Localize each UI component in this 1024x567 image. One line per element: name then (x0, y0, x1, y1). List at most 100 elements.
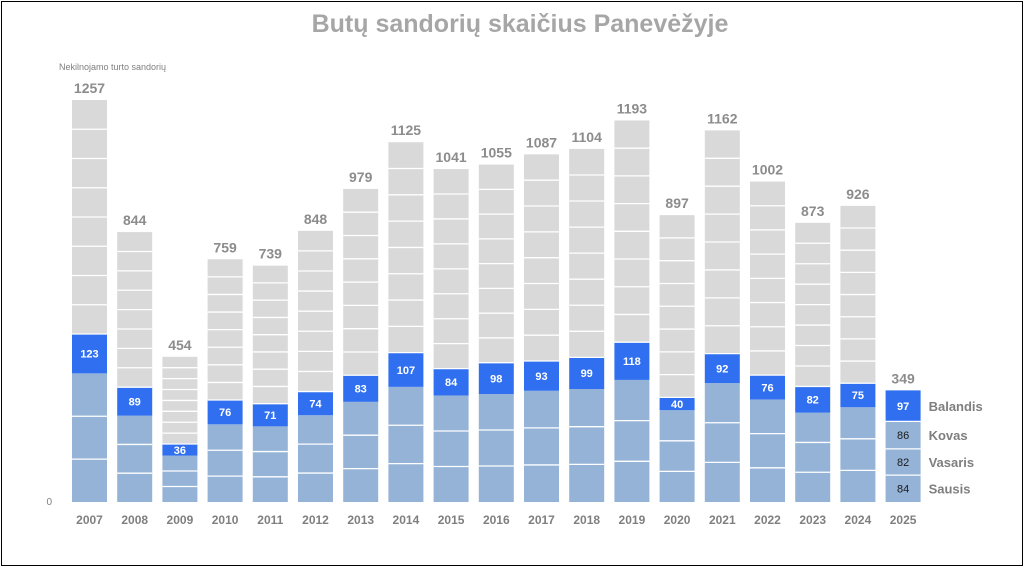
total-value-label-2024: 926 (846, 186, 870, 202)
bar-april-2022 (750, 375, 785, 400)
x-tick-label-2012: 2012 (302, 513, 329, 527)
bar-april-2010 (207, 400, 243, 425)
bar-q1-2012 (298, 415, 333, 502)
month-value-label-kovas: 86 (897, 430, 909, 442)
bar-april-2014 (388, 352, 424, 387)
bar-2025-sausis (885, 475, 921, 502)
x-tick-label-2008: 2008 (121, 513, 148, 527)
bar-2025-kovas (885, 421, 921, 449)
bar-2025-vasaris (885, 448, 921, 476)
bar-april-2012 (298, 391, 333, 416)
total-value-label-2025: 349 (891, 370, 915, 386)
april-value-label: 107 (397, 365, 415, 377)
total-value-label-2013: 979 (349, 169, 373, 185)
bar-q1-2023 (795, 412, 831, 502)
april-value-label: 71 (264, 410, 276, 422)
bar-q1-2017 (524, 390, 559, 502)
april-value-label: 76 (761, 382, 773, 394)
bar-april-2018 (569, 357, 605, 390)
month-name-label-balandis: Balandis (929, 399, 983, 414)
total-value-label-2020: 897 (665, 195, 689, 211)
bar-q1-2020 (659, 410, 695, 502)
bar-q1-2021 (704, 383, 740, 502)
april-value-label: 89 (129, 396, 141, 408)
april-value-label: 74 (309, 398, 322, 410)
chart-title: Butų sandorių skaičius Panevėžyje (312, 10, 729, 38)
bar-q1-2024 (840, 407, 876, 502)
april-value-label: 98 (490, 373, 502, 385)
april-value-label: 82 (807, 395, 819, 407)
x-tick-label-2024: 2024 (845, 513, 872, 527)
bar-q1-2018 (569, 389, 605, 502)
total-value-label-2022: 1002 (752, 162, 783, 178)
bar-april-2017 (524, 361, 559, 391)
april-value-label: 93 (535, 371, 547, 383)
total-value-label-2008: 844 (123, 212, 147, 228)
x-tick-label-2017: 2017 (528, 513, 555, 527)
month-name-label-vasaris: Vasaris (929, 455, 975, 470)
bar-april-2013 (343, 375, 379, 402)
bar-q1-2009 (162, 455, 198, 502)
total-value-label-2014: 1125 (391, 122, 422, 138)
x-tick-label-2018: 2018 (573, 513, 600, 527)
april-value-label: 118 (623, 356, 641, 368)
month-value-label-balandis: 97 (897, 401, 909, 413)
april-value-label: 83 (355, 384, 367, 396)
total-value-label-2016: 1055 (481, 145, 512, 161)
x-tick-label-2019: 2019 (619, 513, 646, 527)
april-value-label: 99 (581, 368, 593, 380)
bar-q1-2010 (207, 424, 243, 502)
total-value-label-2011: 739 (259, 246, 283, 262)
bar-q1-2019 (614, 379, 650, 502)
april-value-label: 92 (716, 363, 728, 375)
x-tick-label-2011: 2011 (257, 513, 283, 527)
bar-april-2019 (614, 342, 650, 380)
total-value-label-2019: 1193 (617, 100, 648, 116)
bar-april-2024 (840, 383, 876, 408)
bar-2025-balandis (885, 390, 921, 422)
month-value-label-vasaris: 82 (897, 457, 909, 469)
total-value-label-2017: 1087 (526, 134, 557, 150)
april-value-label: 84 (445, 377, 458, 389)
bar-april-2009 (162, 444, 198, 456)
x-tick-label-2021: 2021 (709, 513, 736, 527)
bar-q1-2008 (117, 415, 153, 502)
total-value-label-2007: 1257 (74, 80, 105, 96)
april-value-label: 40 (671, 399, 683, 411)
total-value-label-2023: 873 (801, 203, 825, 219)
bar-april-2021 (704, 353, 740, 384)
bar-q1-2011 (252, 426, 288, 502)
bar-april-2023 (795, 386, 831, 413)
y-zero-label: 0 (46, 497, 52, 508)
bars-group: 123 1257 2007 89 844 2008 36 454 2009 76 759 2010 71… (72, 80, 983, 527)
bar-april-2011 (252, 403, 288, 427)
total-value-label-2015: 1041 (436, 149, 467, 165)
bar-q1-2013 (343, 401, 379, 502)
total-value-label-2021: 1162 (707, 110, 738, 126)
april-value-label: 75 (852, 390, 864, 402)
bar-april-2008 (117, 387, 153, 416)
bar-april-2016 (478, 362, 514, 395)
x-tick-label-2020: 2020 (664, 513, 691, 527)
april-value-label: 36 (174, 445, 186, 457)
april-value-label: 76 (219, 407, 231, 419)
y-axis-label: Nekilnojamo turto sandorių (59, 62, 166, 72)
total-value-label-2009: 454 (168, 337, 192, 353)
total-value-label-2012: 848 (304, 211, 328, 227)
x-tick-label-2025: 2025 (890, 513, 917, 527)
x-tick-label-2016: 2016 (483, 513, 510, 527)
x-tick-label-2007: 2007 (76, 513, 103, 527)
x-tick-label-2015: 2015 (438, 513, 465, 527)
bar-q1-2014 (388, 386, 424, 502)
x-tick-label-2023: 2023 (799, 513, 826, 527)
total-value-label-2010: 759 (213, 239, 237, 255)
bar-april-2020 (659, 397, 695, 411)
x-tick-label-2013: 2013 (347, 513, 374, 527)
month-name-label-sausis: Sausis (929, 482, 971, 497)
month-value-label-sausis: 84 (897, 484, 909, 496)
bar-q1-2022 (750, 399, 785, 502)
bar-april-2015 (433, 368, 469, 396)
bar-q1-2015 (433, 395, 469, 502)
x-tick-label-2010: 2010 (212, 513, 239, 527)
